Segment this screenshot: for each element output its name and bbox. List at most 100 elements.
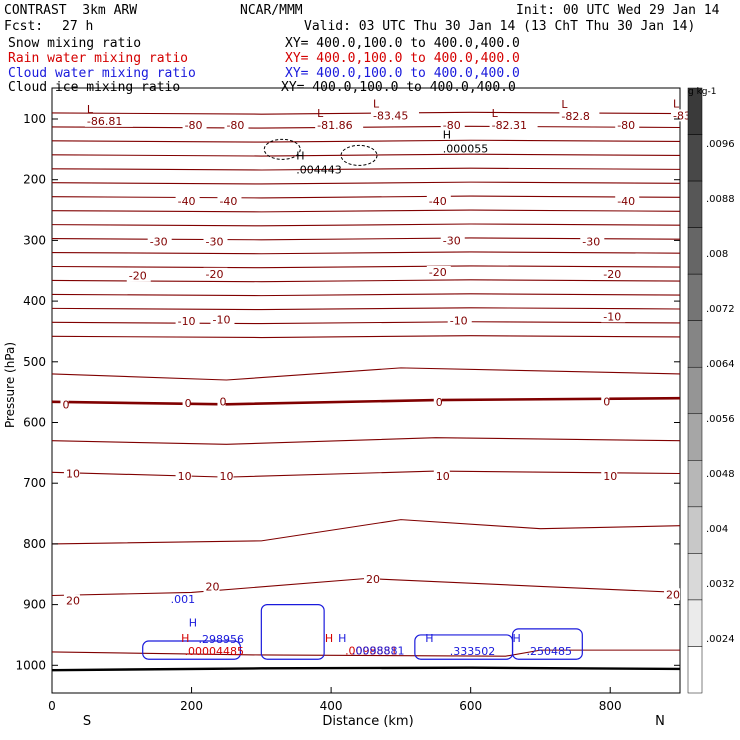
isotherm-line: [51, 335, 681, 339]
isotherm-line: [51, 139, 681, 143]
isotherm-label: -80: [617, 119, 635, 132]
isotherm-label: -40: [219, 195, 237, 208]
snow-label: .000055: [443, 142, 489, 155]
x-tick-label: 400: [320, 699, 343, 713]
label-bg: [489, 119, 538, 132]
colorbar-tick-label: .0024: [706, 634, 735, 645]
colorbar-tick-label: .0096: [706, 139, 735, 150]
isotherm-label: -83.45: [373, 109, 408, 122]
label-bg: [217, 395, 226, 408]
y-tick-label: 300: [23, 233, 46, 247]
y-tick-label: 800: [23, 537, 46, 551]
label-bg: [559, 109, 600, 122]
colorbar-swatch: [687, 460, 703, 508]
cloud-contour: [511, 628, 583, 660]
isotherm-label: -30: [150, 236, 168, 249]
label-bg: [147, 235, 172, 248]
field-cloud-xy: XY= 400.0,100.0 to 400.0,400.0: [285, 66, 520, 81]
y-tick-label: 200: [23, 173, 46, 187]
isotherm-line: [51, 209, 681, 213]
colorbar-swatch: [687, 413, 703, 461]
y-tick-label: 1000: [15, 658, 46, 672]
colorbar-tick-label: .0048: [706, 469, 735, 480]
isotherm-label: -20: [429, 266, 447, 279]
isotherm-line: [51, 125, 681, 129]
y-tick-label: 500: [23, 355, 46, 369]
high-marker: H: [443, 128, 451, 141]
label-bg: [601, 310, 626, 323]
isotherm-label: -10: [603, 310, 621, 323]
colorbar-tick-label: .0056: [706, 414, 735, 425]
colorbar-swatch: [687, 320, 703, 368]
high-marker: H: [513, 632, 521, 645]
isotherm-label: 20: [666, 588, 680, 601]
field-rain-name: Rain water mixing ratio: [8, 51, 189, 66]
isotherm-label: -10: [178, 315, 196, 328]
isotherm-line: [51, 367, 681, 381]
isotherm-line: [51, 265, 681, 269]
label-bg: [175, 315, 200, 328]
label-bg: [217, 469, 234, 482]
colorbar-tick-label: .0072: [706, 304, 735, 315]
label-bg: [224, 119, 249, 132]
cloud-label: .250485: [526, 645, 572, 658]
isotherm-label: -40: [178, 195, 196, 208]
label-bg: [126, 269, 151, 282]
colorbar-swatch: [687, 506, 703, 554]
label-bg: [63, 594, 80, 607]
label-bg: [203, 267, 228, 280]
isotherm-label: 10: [603, 470, 617, 483]
high-marker: H: [338, 632, 346, 645]
colorbar-unit: g kg-1: [688, 87, 716, 97]
isotherm-line: [51, 223, 681, 227]
isotherm-line: [51, 195, 681, 199]
rain-label: .0098881: [345, 644, 398, 657]
label-bg: [217, 194, 242, 207]
label-bg: [426, 265, 451, 278]
label-bg: [615, 119, 640, 132]
isotherm-label: -82.31: [492, 119, 527, 132]
isotherm-line: [51, 649, 680, 657]
isotherm-label: -81.86: [317, 119, 352, 132]
label-bg: [580, 235, 605, 248]
label-bg: [440, 234, 465, 247]
y-tick-label: 100: [23, 112, 46, 126]
isotherm-label: -80: [185, 119, 203, 132]
isotherm-line: [51, 181, 681, 185]
label-bg: [364, 573, 380, 586]
fcst-label: Fcst:: [4, 19, 44, 34]
x-end-right: N: [655, 714, 665, 729]
colorbar-swatch: [687, 366, 703, 415]
isotherm-line: [51, 293, 681, 297]
label-bg: [433, 469, 450, 482]
label-bg: [440, 119, 465, 132]
colorbar-tick-label: .004: [706, 524, 728, 535]
label-bg: [203, 580, 220, 593]
field-snow-xy: XY= 400.0,100.0 to 400.0,400.0: [285, 36, 520, 51]
isotherm-label: 0: [62, 398, 69, 411]
terrain-line: [51, 666, 681, 672]
colorbar-swatch: [687, 273, 703, 321]
isotherm-label: -10: [450, 315, 468, 328]
field-rain-xy: XY= 400.0,100.0 to 400.0,400.0: [285, 51, 520, 66]
colorbar-tick-label: .008: [706, 249, 728, 260]
x-tick-label: 0: [48, 699, 56, 713]
isotherm-label: 0: [185, 397, 192, 410]
cloud-label: .333502: [450, 645, 496, 658]
y-tick-label: 600: [23, 416, 46, 430]
high-marker: H: [181, 632, 189, 645]
label-bg: [601, 469, 618, 482]
x-tick-label: 800: [599, 699, 622, 713]
colorbar-swatch: [687, 134, 703, 182]
model-label: CONTRAST 3km ARW: [4, 3, 138, 18]
label-bg: [601, 267, 626, 280]
isotherm-label: -86.81: [87, 115, 122, 128]
plot-frame: [51, 87, 681, 694]
y-tick-label: 900: [23, 598, 46, 612]
field-snow-name: Snow mixing ratio: [8, 36, 142, 51]
isotherm-label: 10: [178, 470, 192, 483]
snow-contour: [340, 144, 378, 166]
low-marker: L: [317, 107, 324, 120]
label-bg: [84, 114, 133, 127]
